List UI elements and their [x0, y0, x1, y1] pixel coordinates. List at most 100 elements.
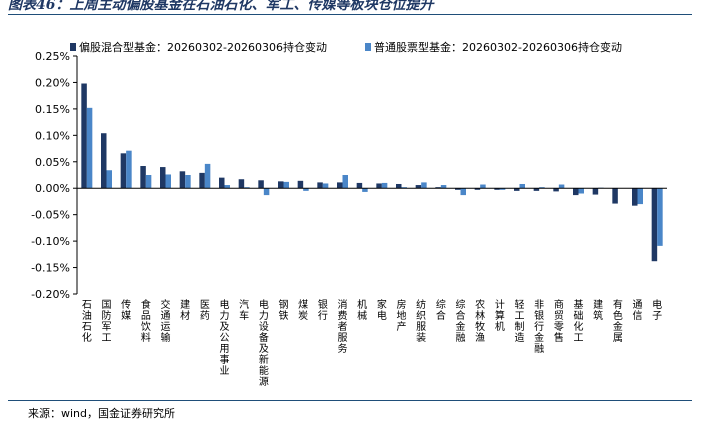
x-tick-char: 机: [495, 320, 505, 333]
x-tick-char: 础: [574, 310, 584, 322]
x-tick-char: 金: [534, 331, 544, 344]
x-tick-char: 传: [121, 299, 131, 311]
bar-series1: [81, 83, 87, 189]
x-tick-char: 油: [82, 309, 92, 322]
x-tick-char: 通: [161, 310, 171, 322]
x-tick-char: 纺: [416, 298, 426, 311]
x-tick-label: 建筑: [593, 298, 603, 322]
x-tick-label: 电力设备及新能源: [259, 298, 269, 388]
x-tick-char: 医: [200, 299, 210, 311]
x-tick-char: 及: [259, 343, 269, 355]
bar-series2: [106, 170, 112, 189]
bar-series1: [376, 183, 382, 189]
x-tick-char: 业: [220, 365, 230, 377]
x-tick-char: 电: [377, 309, 387, 322]
legend-swatch-series1: [70, 43, 76, 51]
x-tick-char: 子: [652, 310, 662, 322]
x-tick-char: 化: [82, 331, 92, 344]
x-tick-char: 产: [397, 320, 407, 333]
bar-series2: [401, 187, 407, 189]
bar-series1: [396, 183, 402, 189]
x-tick-char: 运: [161, 321, 171, 333]
x-tick-label: 煤炭: [298, 298, 308, 322]
x-tick-char: 工: [102, 333, 112, 344]
x-tick-char: 农: [475, 298, 485, 311]
x-tick-char: 商: [554, 298, 564, 311]
x-tick-label: 有色金属: [613, 298, 623, 344]
x-tick-label: 商贸零售: [554, 298, 564, 344]
x-tick-char: 炭: [298, 310, 308, 322]
bar-series2: [558, 184, 565, 189]
bar-series1: [219, 177, 225, 189]
figure-title: 图表46：上周主动偏股基金在石油石化、军工、传媒等板块仓位提升: [8, 0, 434, 13]
x-tick-label: 农林牧渔: [475, 298, 485, 344]
x-axis: 石油石化国防军工传媒食品饮料交通运输建材医药电力及公用事业汽车电力设备及新能源钢…: [77, 187, 667, 388]
bar-series2: [165, 174, 171, 189]
bar-series1: [101, 133, 107, 189]
x-tick-char: 工: [515, 311, 525, 322]
x-tick-char: 者: [338, 321, 348, 333]
x-tick-char: 电: [220, 298, 230, 311]
x-tick-label: 房地产: [397, 298, 407, 333]
bar-series2: [342, 175, 348, 189]
bar-series1: [337, 182, 343, 189]
bar-series2: [204, 163, 211, 189]
x-tick-char: 售: [554, 331, 564, 344]
x-tick-label: 非银行金融: [534, 299, 544, 355]
x-tick-label: 计算机: [495, 298, 505, 333]
x-tick-char: 备: [259, 331, 269, 344]
x-tick-char: 服: [416, 321, 426, 333]
x-tick-char: 建: [593, 298, 603, 311]
x-tick-label: 食品饮料: [141, 298, 151, 344]
x-tick-char: 银: [318, 298, 328, 311]
y-axis: 0.25% 0.20% 0.15% 0.10% 0.05% 0.00% -0.05% -0.1…: [31, 50, 78, 301]
x-tick-label: 电子: [652, 298, 662, 322]
x-tick-char: 化: [574, 320, 584, 333]
x-tick-label: 基础化工: [574, 298, 584, 344]
bar-marks: [81, 83, 663, 262]
bar-series2: [303, 188, 309, 191]
y-tick-label: -0.20%: [31, 288, 70, 301]
bar-series1: [356, 182, 363, 189]
x-tick-char: 国: [102, 299, 112, 311]
x-tick-char: 牧: [475, 320, 485, 333]
bar-series1: [278, 181, 284, 189]
bar-series2: [185, 175, 191, 189]
bar-series1: [632, 188, 638, 206]
x-tick-char: 筑: [593, 309, 603, 322]
x-tick-char: 织: [416, 310, 426, 322]
bar-series1: [179, 171, 186, 189]
x-tick-char: 源: [259, 375, 269, 388]
x-tick-char: 服: [338, 332, 348, 344]
bar-series1: [160, 167, 166, 189]
y-tick-label: 0.25%: [35, 50, 70, 63]
x-tick-char: 力: [259, 309, 269, 322]
top-rule: [8, 14, 692, 15]
x-tick-char: 金: [456, 320, 466, 333]
bar-chart: 偏股混合型基金：20260302-20260306持仓变动 普通股票型基金：20…: [31, 40, 667, 388]
x-tick-char: 渔: [475, 332, 485, 344]
y-tick-label: 0.00%: [35, 182, 70, 195]
x-tick-label: 电力及公用事业: [220, 298, 230, 377]
x-tick-char: 装: [416, 331, 426, 344]
bar-series2: [145, 175, 152, 189]
bar-series1: [533, 188, 540, 191]
bar-series1: [651, 188, 658, 262]
y-tick-label: 0.05%: [35, 156, 70, 169]
source-note: 来源：wind，国金证券研究所: [28, 407, 176, 420]
x-tick-char: 用: [220, 344, 230, 355]
x-tick-char: 石: [82, 322, 92, 333]
bar-series1: [474, 188, 481, 190]
x-tick-char: 钢: [279, 298, 289, 311]
x-tick-char: 有: [613, 298, 623, 311]
x-tick-char: 计: [495, 298, 505, 311]
x-tick-char: 事: [220, 353, 230, 366]
bar-series1: [573, 188, 579, 196]
bar-series1: [592, 188, 599, 195]
y-tick-label: 0.20%: [35, 76, 70, 89]
bar-series2: [381, 182, 388, 189]
x-tick-char: 电: [652, 298, 662, 311]
x-tick-label: 传媒: [121, 299, 131, 322]
bar-series1: [297, 180, 304, 189]
x-tick-label: 医药: [200, 299, 210, 322]
